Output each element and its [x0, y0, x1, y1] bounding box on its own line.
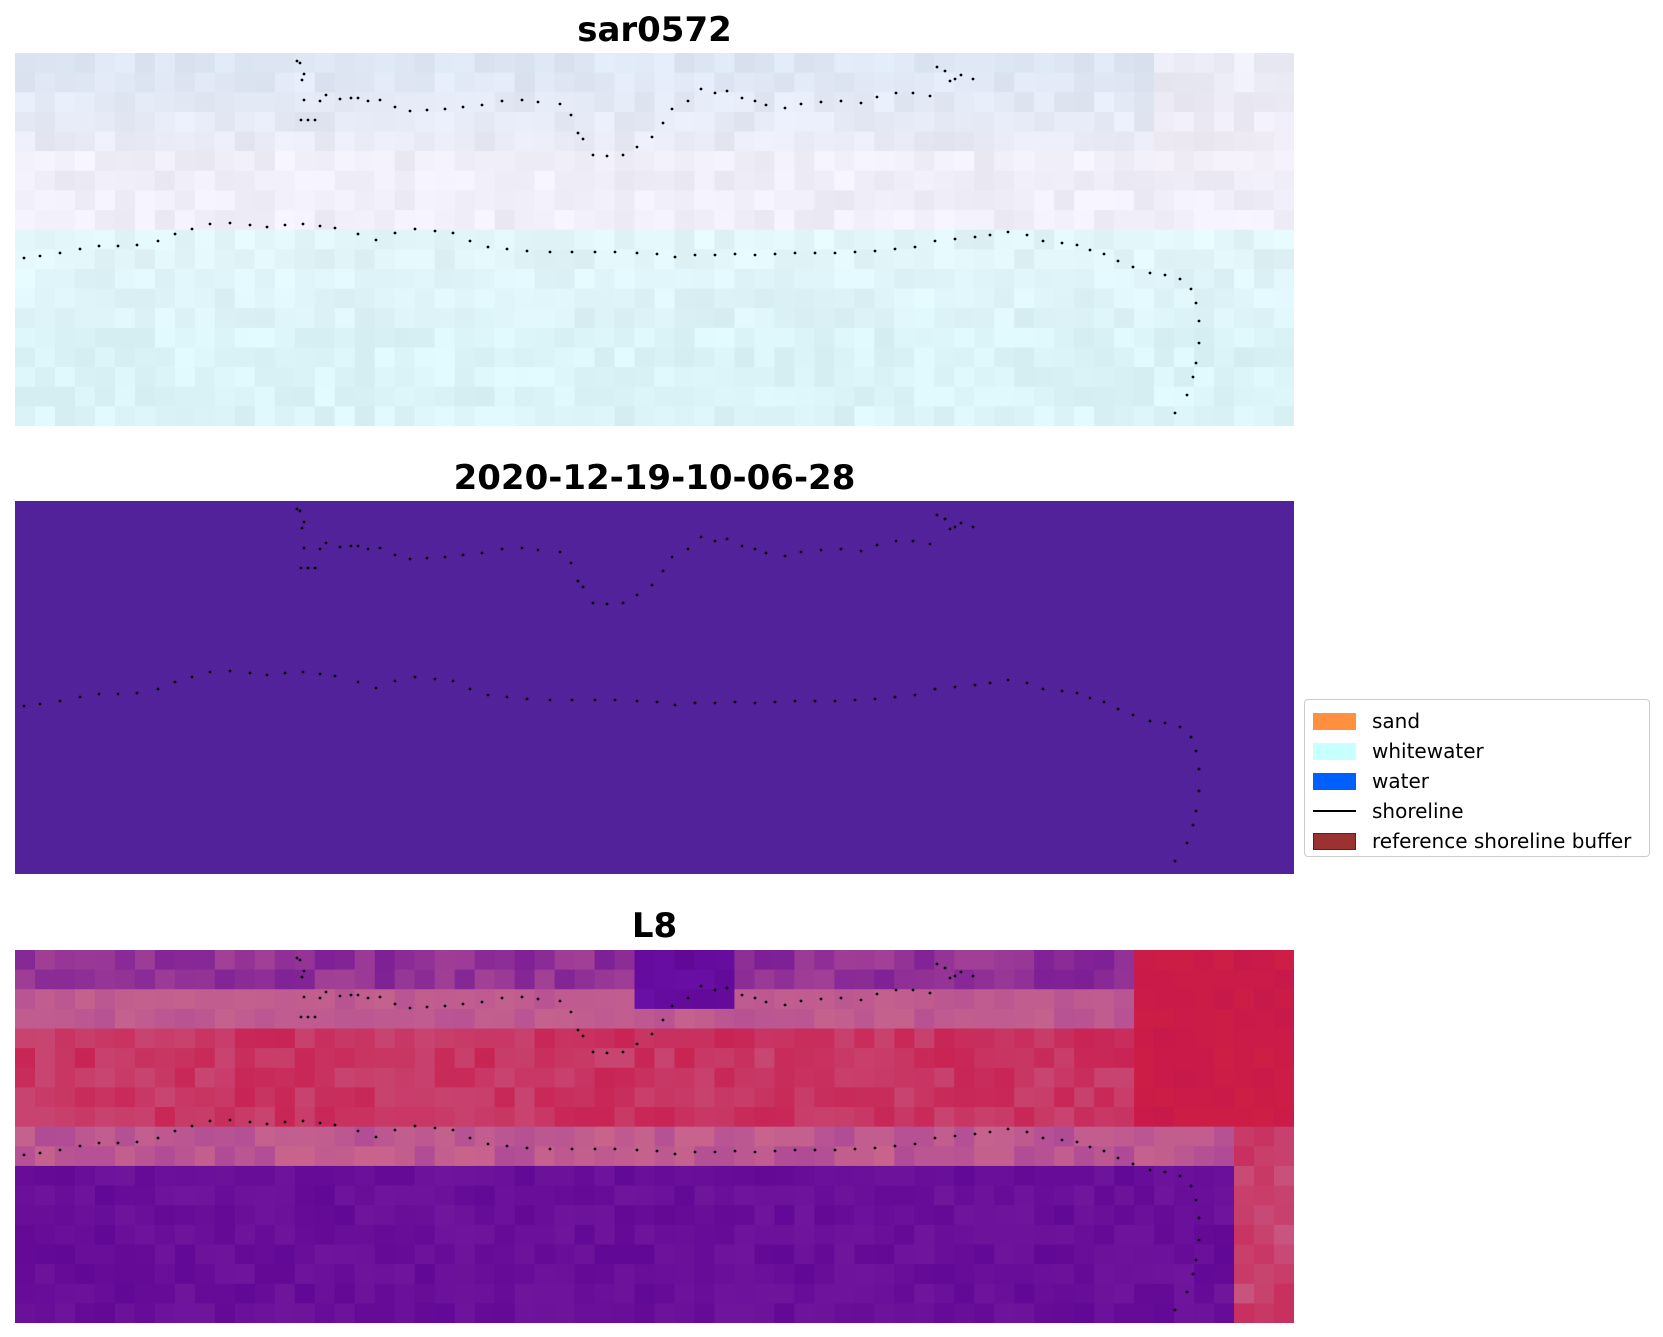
classified-image	[15, 501, 1294, 874]
panel-title-index: L8	[631, 906, 678, 946]
rgb-image-panel	[15, 53, 1294, 426]
legend-swatch-sand	[1313, 712, 1356, 730]
legend-item-water: water	[1313, 766, 1641, 796]
rgb-image	[15, 53, 1294, 426]
index-image	[15, 950, 1294, 1323]
legend-label-whitewater: whitewater	[1372, 739, 1484, 763]
legend-swatch-whitewater	[1313, 742, 1356, 760]
legend-line-shoreline	[1313, 810, 1356, 812]
legend-item-reference-buffer: reference shoreline buffer	[1313, 826, 1641, 856]
shoreline-overlay-rgb	[22, 59, 1201, 415]
legend-swatch-reference-buffer	[1313, 832, 1356, 850]
classified-image-panel	[15, 501, 1294, 874]
shoreline-overlay-index	[22, 956, 1201, 1312]
legend-label-reference-buffer: reference shoreline buffer	[1372, 829, 1632, 853]
panel-title-classified: 2020-12-19-10-06-28	[453, 458, 856, 498]
legend-label-shoreline: shoreline	[1372, 799, 1464, 823]
panel-title-rgb: sar0572	[577, 10, 732, 50]
legend-item-whitewater: whitewater	[1313, 736, 1641, 766]
shoreline-overlay-classified	[22, 507, 1201, 863]
legend-label-sand: sand	[1372, 709, 1421, 733]
legend: sand whitewater water shoreline referenc…	[1304, 699, 1650, 857]
legend-swatch-water	[1313, 772, 1356, 790]
legend-label-water: water	[1372, 769, 1429, 793]
legend-item-sand: sand	[1313, 706, 1641, 736]
legend-item-shoreline: shoreline	[1313, 796, 1641, 826]
index-image-panel	[15, 950, 1294, 1323]
